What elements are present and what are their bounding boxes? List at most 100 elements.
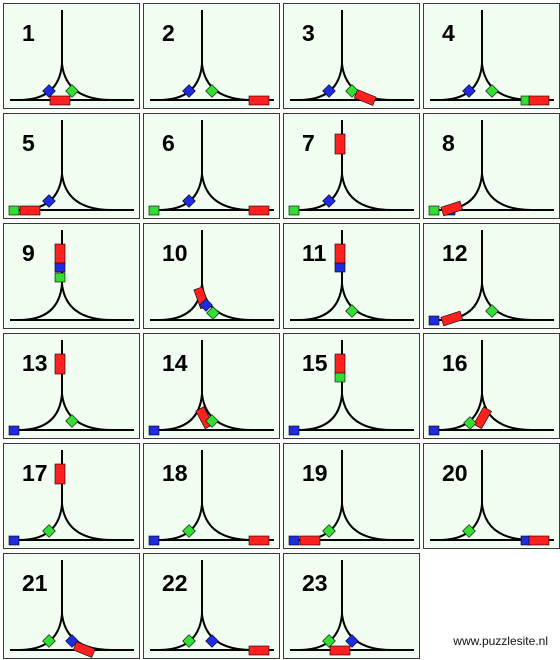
track-diagram — [288, 340, 414, 436]
red-bar-car — [528, 95, 550, 106]
puzzle-panel: 21 — [3, 553, 140, 659]
red-bar-car — [440, 310, 464, 327]
track-right-curve — [481, 173, 533, 211]
blue-square-car — [54, 262, 66, 273]
panel-number: 7 — [302, 130, 315, 156]
track-diagram — [288, 120, 414, 216]
green-diamond-car — [182, 634, 196, 648]
track-right-curve — [341, 173, 393, 211]
blue-diamond-car — [182, 84, 196, 98]
panel-number: 16 — [442, 350, 468, 376]
blue-diamond-car — [205, 634, 219, 648]
track-diagram — [8, 120, 134, 216]
green-square-car — [8, 205, 20, 216]
blue-square-car — [428, 315, 440, 326]
track-diagram — [150, 10, 274, 106]
puzzle-panel: 11 — [283, 223, 420, 329]
green-diamond-car — [322, 524, 336, 538]
puzzle-panel: 15 — [283, 333, 420, 439]
green-diamond-car — [65, 84, 79, 98]
red-vertical-car — [334, 243, 346, 265]
puzzle-panel: 1 — [3, 3, 140, 109]
red-bar-car — [440, 200, 464, 217]
red-vertical-car — [54, 463, 66, 485]
panel-number: 21 — [22, 570, 48, 596]
puzzle-panel: 13 — [3, 333, 140, 439]
panel-number: 6 — [162, 130, 175, 156]
track-diagram — [150, 230, 274, 321]
green-diamond-car — [205, 414, 219, 428]
red-bar-car — [528, 535, 550, 546]
green-diamond-car — [322, 634, 336, 648]
blue-square-car — [8, 535, 20, 546]
panel-number: 22 — [162, 570, 188, 596]
green-diamond-car — [345, 304, 359, 318]
track-right-curve — [341, 393, 393, 431]
blue-diamond-car — [462, 84, 476, 98]
panel-number: 9 — [22, 240, 35, 266]
puzzle-panel: 18 — [143, 443, 280, 549]
track-diagram — [148, 450, 274, 546]
red-bar-car — [329, 645, 351, 656]
track-diagram — [150, 560, 274, 656]
red-bar-car — [248, 205, 270, 216]
puzzle-panel: 22 — [143, 553, 280, 659]
red-bar-car — [248, 645, 270, 656]
track-right-curve — [481, 503, 533, 541]
panel-number: 5 — [22, 130, 35, 156]
green-diamond-car — [485, 84, 499, 98]
blue-diamond-car — [42, 84, 56, 98]
puzzle-panel: 2 — [143, 3, 280, 109]
panel-number: 11 — [302, 240, 327, 266]
panel-number: 8 — [442, 130, 455, 156]
puzzle-panel: 10 — [143, 223, 280, 329]
track-right-curve — [201, 173, 253, 211]
red-bar-car — [473, 406, 492, 430]
puzzle-panel: 3 — [283, 3, 420, 109]
panel-number: 19 — [302, 460, 328, 486]
panel-number: 23 — [302, 570, 328, 596]
panel-number: 3 — [302, 20, 315, 46]
panel-number: 17 — [22, 460, 48, 486]
blue-square-car — [334, 262, 346, 273]
puzzle-panel: 19 — [283, 443, 420, 549]
red-bar-car — [353, 89, 377, 106]
puzzle-panel: 23 — [283, 553, 420, 659]
green-square-car — [54, 272, 66, 283]
puzzle-panel: 7 — [283, 113, 420, 219]
track-diagram — [10, 560, 134, 658]
panel-number: 20 — [442, 460, 468, 486]
red-vertical-car — [54, 243, 66, 265]
puzzle-panel: 5 — [3, 113, 140, 219]
green-diamond-car — [42, 634, 56, 648]
track-right-curve — [61, 503, 113, 541]
green-diamond-car — [205, 84, 219, 98]
blue-square-car — [428, 425, 440, 436]
panel-number: 12 — [442, 240, 468, 266]
red-vertical-car — [54, 353, 66, 375]
puzzle-panel: 20 — [423, 443, 560, 549]
track-diagram — [430, 10, 554, 106]
puzzle-panel: 12 — [423, 223, 560, 329]
track-diagram — [148, 120, 274, 216]
track-right-curve — [341, 503, 393, 541]
blue-square-car — [8, 425, 20, 436]
panel-number: 10 — [162, 240, 188, 266]
red-vertical-car — [334, 353, 346, 375]
site-credit: www.puzzlesite.nl — [453, 634, 548, 648]
blue-square-car — [148, 535, 160, 546]
green-diamond-car — [182, 524, 196, 538]
blue-diamond-car — [322, 84, 336, 98]
blue-square-car — [288, 535, 300, 546]
panel-number: 15 — [302, 350, 328, 376]
track-right-curve — [61, 283, 113, 321]
panel-number: 18 — [162, 460, 188, 486]
track-right-curve — [61, 173, 113, 211]
puzzle-panel: 14 — [143, 333, 280, 439]
track-right-curve — [201, 503, 253, 541]
track-diagram — [8, 340, 134, 436]
panel-number: 13 — [22, 350, 48, 376]
panel-number: 4 — [442, 20, 455, 46]
blue-square-car — [288, 425, 300, 436]
